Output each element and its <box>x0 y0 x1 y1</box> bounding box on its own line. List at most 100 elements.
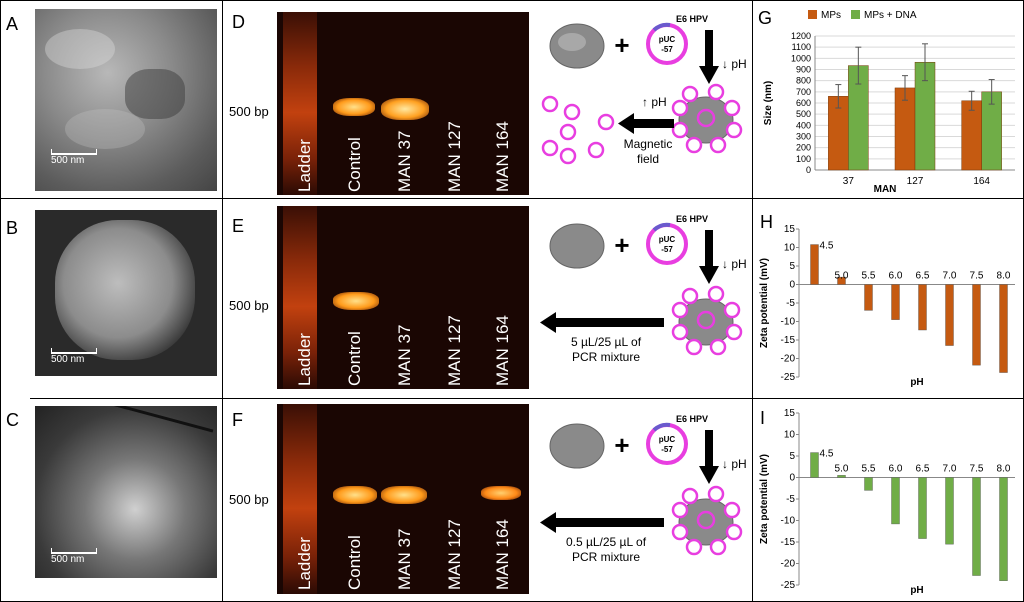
gel-image-e: Ladder Control MAN 37 MAN 127 MAN 164 <box>277 206 529 389</box>
y-tick-label: 10 <box>784 243 796 254</box>
bar-ph-6.5 <box>918 477 927 539</box>
y-tick-label: 1200 <box>791 31 811 41</box>
y-tick-label: 5 <box>789 451 795 462</box>
lane-label-man37-d: MAN 37 <box>395 130 414 192</box>
y-tick-label: -25 <box>781 372 796 383</box>
ladder-smear-e <box>283 206 317 389</box>
lane-label-man37-e: MAN 37 <box>395 324 414 386</box>
bar-ph-6.5 <box>918 284 927 331</box>
particle-icon <box>549 423 605 469</box>
band-control-d <box>333 98 375 116</box>
y-tick-label: 200 <box>796 143 811 153</box>
marker-label-e: 500 bp <box>229 298 269 313</box>
y-axis-label: Size (nm) <box>763 81 774 125</box>
data-label: 4.5 <box>820 241 834 252</box>
panel-label-d: D <box>232 12 245 32</box>
svg-text:↑ pH: ↑ pH <box>642 95 667 109</box>
plus-icon: + <box>614 30 629 60</box>
panel-label-h: H <box>760 212 773 232</box>
panel-label-g: G <box>758 8 773 28</box>
y-tick-label: -5 <box>786 494 795 505</box>
lane-label-man164-f: MAN 164 <box>493 519 512 590</box>
x-tick-label: 37 <box>843 176 855 187</box>
data-label: 6.5 <box>916 464 930 475</box>
svg-text:E6 HPV: E6 HPV <box>676 14 708 24</box>
band-man37-d <box>381 98 429 120</box>
plasmid-icon <box>646 223 688 265</box>
arrow-left-icon <box>540 312 556 333</box>
bar-ph-8.0 <box>999 284 1008 373</box>
svg-text:E6 HPV: E6 HPV <box>676 214 708 224</box>
x-axis-label: pH <box>910 377 923 388</box>
bar-ph-7.5 <box>972 284 981 366</box>
bar-ph-5.5 <box>864 477 873 491</box>
y-tick-label: -10 <box>781 516 796 527</box>
y-tick-label: 100 <box>796 154 811 164</box>
y-tick-label: 10 <box>784 430 796 441</box>
x-tick-label: 127 <box>907 176 924 187</box>
bar-ph-8.0 <box>999 477 1008 581</box>
lane-label-ladder-f: Ladder <box>295 537 314 590</box>
ladder-smear-f <box>283 404 317 594</box>
schematic-f: + pUC -57 E6 HPV ↓ pH 0.5 µL/25 µL of PC… <box>540 414 747 564</box>
gel-image-d: Ladder Control MAN 37 MAN 127 MAN 164 <box>277 12 529 195</box>
plasmid-icon <box>646 23 688 65</box>
svg-text:PCR mixture: PCR mixture <box>572 550 640 564</box>
data-label: 5.0 <box>835 271 849 282</box>
lane-label-control-d: Control <box>345 137 364 192</box>
svg-text:pUC: pUC <box>659 35 676 44</box>
panel-label-e: E <box>232 216 245 236</box>
y-tick-label: -10 <box>781 317 796 328</box>
y-tick-label: 15 <box>784 408 796 419</box>
legend-swatch <box>808 10 817 19</box>
y-tick-label: 0 <box>789 280 795 291</box>
svg-text:-57: -57 <box>661 445 673 454</box>
svg-text:field: field <box>637 152 659 166</box>
sem-image-a: 500 nm <box>35 9 217 191</box>
lane-label-man164-d: MAN 164 <box>493 121 512 192</box>
band-control-e <box>333 292 379 310</box>
lane-label-man127-f: MAN 127 <box>445 519 464 590</box>
divider-row1 <box>0 198 1024 199</box>
data-label: 7.5 <box>970 464 984 475</box>
legend-label: MPs + DNA <box>864 10 917 21</box>
bar-ph-5.0 <box>837 276 846 285</box>
x-axis-label: pH <box>910 585 923 596</box>
lane-label-ladder-d: Ladder <box>295 139 314 192</box>
particle-icon <box>549 223 605 269</box>
data-label: 8.0 <box>997 271 1011 282</box>
lane-label-control-f: Control <box>345 535 364 590</box>
band-man37-f <box>381 486 427 504</box>
divider-right <box>752 0 753 602</box>
y-tick-label: 700 <box>796 87 811 97</box>
y-tick-label: 15 <box>784 224 796 235</box>
lane-label-man37-f: MAN 37 <box>395 528 414 590</box>
plasmid-icon <box>646 423 688 465</box>
arrow-down-icon <box>699 66 719 84</box>
scale-bar-a: 500 nm <box>51 149 97 166</box>
bar-ph-7.5 <box>972 477 981 576</box>
plus-icon: + <box>614 430 629 460</box>
svg-text:PCR mixture: PCR mixture <box>572 350 640 364</box>
svg-text:↓ pH: ↓ pH <box>722 57 747 71</box>
arrow-down-icon <box>699 266 719 284</box>
lane-label-man127-d: MAN 127 <box>445 121 464 192</box>
y-axis-label: Zeta potential (mV) <box>759 454 770 544</box>
y-tick-label: 0 <box>789 473 795 484</box>
band-man164-f <box>481 486 521 500</box>
data-label: 7.0 <box>943 464 957 475</box>
y-axis-label: Zeta potential (mV) <box>759 258 770 348</box>
bar-ph-5.5 <box>864 284 873 311</box>
svg-text:pUC: pUC <box>659 435 676 444</box>
data-label: 7.5 <box>970 271 984 282</box>
legend-label: MPs <box>821 10 841 21</box>
svg-text:-57: -57 <box>661 45 673 54</box>
legend-swatch <box>851 10 860 19</box>
svg-text:-57: -57 <box>661 245 673 254</box>
panel-label-i: I <box>760 408 766 428</box>
data-label: 7.0 <box>943 271 957 282</box>
marker-label-f: 500 bp <box>229 492 269 507</box>
svg-text:0.5 µL/25 µL of: 0.5 µL/25 µL of <box>566 535 647 549</box>
gel-image-f: Ladder Control MAN 37 MAN 127 MAN 164 <box>277 404 529 594</box>
scale-bar-b: 500 nm <box>51 348 97 365</box>
